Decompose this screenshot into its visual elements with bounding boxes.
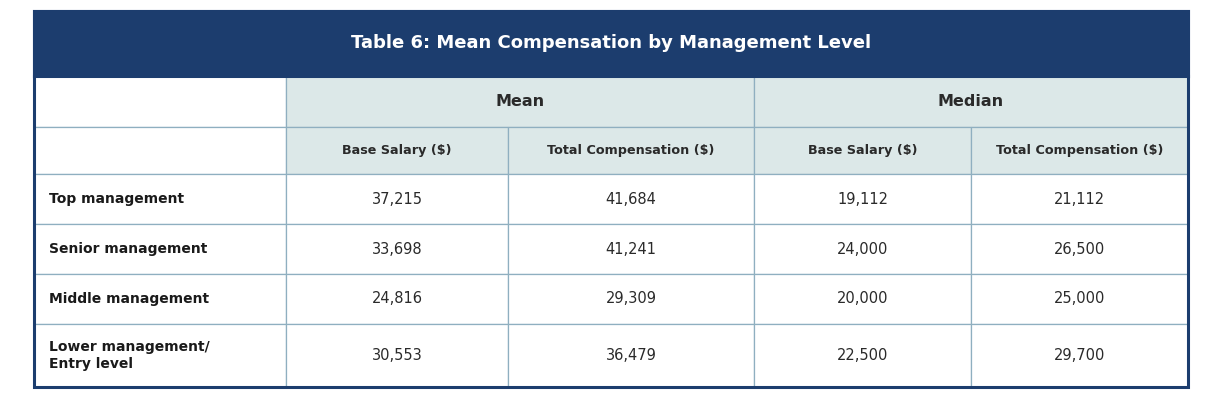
Text: 30,553: 30,553 [371, 348, 423, 363]
Bar [34, 76, 286, 127]
Text: 22,500: 22,500 [837, 348, 888, 363]
Bar [971, 224, 1188, 274]
Bar [971, 274, 1188, 324]
Text: 41,241: 41,241 [606, 242, 656, 257]
Text: 21,112: 21,112 [1053, 192, 1105, 207]
Text: 41,684: 41,684 [606, 192, 656, 207]
Bar [286, 224, 508, 274]
Bar [34, 224, 286, 274]
Text: 36,479: 36,479 [606, 348, 656, 363]
Text: Base Salary ($): Base Salary ($) [808, 144, 918, 157]
Text: Entry level: Entry level [49, 357, 133, 371]
Bar [34, 174, 286, 224]
Text: 20,000: 20,000 [837, 291, 888, 306]
Text: 37,215: 37,215 [371, 192, 423, 207]
Text: 19,112: 19,112 [837, 192, 888, 207]
Text: 29,309: 29,309 [606, 291, 656, 306]
Bar [508, 224, 754, 274]
Text: Total Compensation ($): Total Compensation ($) [547, 144, 715, 157]
Text: Total Compensation ($): Total Compensation ($) [996, 144, 1163, 157]
Bar [754, 76, 1188, 127]
Bar [286, 174, 508, 224]
Text: Middle management: Middle management [49, 292, 209, 306]
Text: 26,500: 26,500 [1053, 242, 1105, 257]
Text: Base Salary ($): Base Salary ($) [342, 144, 452, 157]
Bar [34, 324, 286, 387]
Bar [754, 174, 971, 224]
Bar [34, 11, 1188, 76]
Text: Table 6: Mean Compensation by Management Level: Table 6: Mean Compensation by Management… [351, 34, 871, 53]
Bar [754, 274, 971, 324]
Bar [508, 174, 754, 224]
Bar [508, 324, 754, 387]
Bar [754, 127, 971, 174]
Text: 24,000: 24,000 [837, 242, 888, 257]
Bar [508, 274, 754, 324]
Bar [971, 127, 1188, 174]
Text: 33,698: 33,698 [371, 242, 423, 257]
Text: 29,700: 29,700 [1053, 348, 1105, 363]
Text: Median: Median [937, 94, 1004, 109]
Bar [508, 127, 754, 174]
Bar [34, 274, 286, 324]
Bar [286, 324, 508, 387]
Text: Senior management: Senior management [49, 242, 208, 256]
Text: Lower management/: Lower management/ [49, 339, 210, 353]
Bar [286, 127, 508, 174]
Text: Top management: Top management [49, 192, 185, 206]
Bar [286, 274, 508, 324]
Text: Mean: Mean [495, 94, 545, 109]
Bar [286, 76, 754, 127]
Bar [754, 224, 971, 274]
Bar [754, 324, 971, 387]
Bar [971, 324, 1188, 387]
Bar [34, 127, 286, 174]
Bar [971, 174, 1188, 224]
Text: 25,000: 25,000 [1053, 291, 1105, 306]
Text: 24,816: 24,816 [371, 291, 423, 306]
